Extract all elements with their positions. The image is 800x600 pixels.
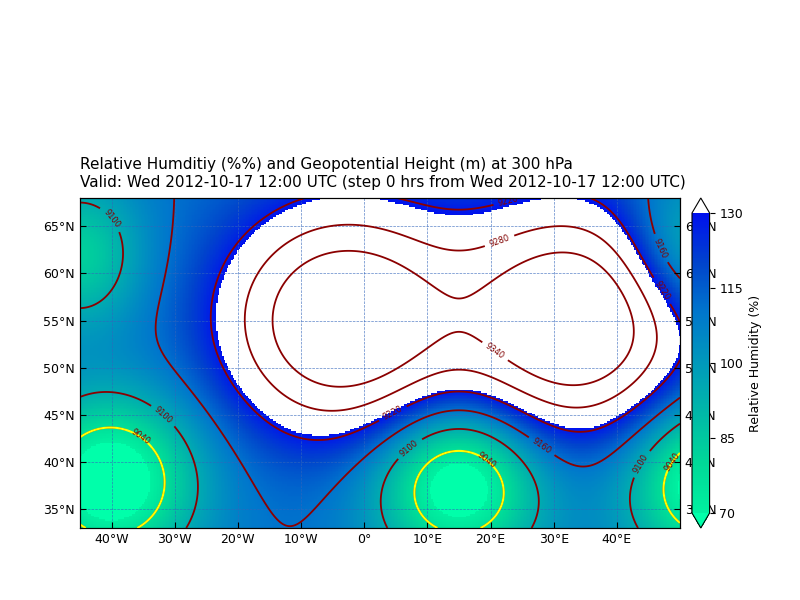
Text: 9160: 9160 (530, 436, 553, 456)
Text: 9100: 9100 (398, 438, 420, 458)
Text: 9280: 9280 (488, 233, 511, 249)
Text: 9220: 9220 (382, 404, 404, 422)
Text: Relative Humditiy (%%) and Geopotential Height (m) at 300 hPa
Valid: Wed 2012-10: Relative Humditiy (%%) and Geopotential … (80, 157, 686, 190)
Text: 9220: 9220 (498, 194, 520, 208)
PathPatch shape (692, 198, 710, 213)
Text: 9340: 9340 (484, 341, 506, 361)
PathPatch shape (692, 513, 710, 528)
Text: 9160: 9160 (652, 237, 669, 260)
Text: 9040: 9040 (475, 450, 498, 470)
Text: 9100: 9100 (632, 452, 650, 475)
Text: 9100: 9100 (102, 208, 122, 230)
Y-axis label: Relative Humidity (%): Relative Humidity (%) (749, 295, 762, 431)
Text: 9040: 9040 (663, 451, 682, 473)
Text: 9040: 9040 (129, 427, 151, 446)
Text: 9100: 9100 (153, 405, 174, 425)
Text: 9220: 9220 (652, 280, 671, 302)
